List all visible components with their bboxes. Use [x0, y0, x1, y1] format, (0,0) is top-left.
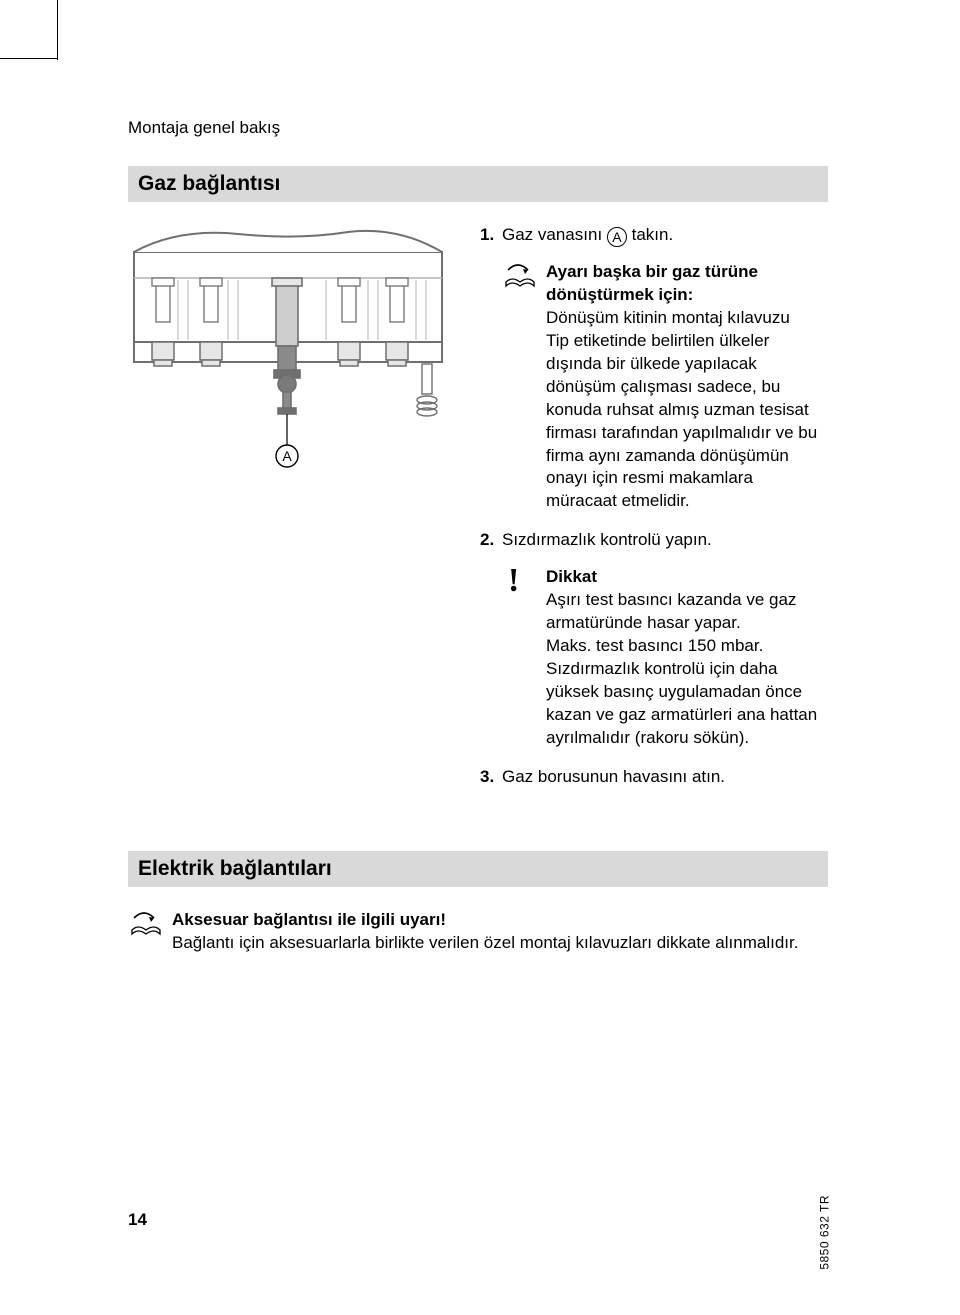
step-1-number: 1. [480, 224, 494, 247]
step-3-number: 3. [480, 766, 494, 789]
book-arrow-icon [502, 262, 538, 295]
step-3-text: Gaz borusunun havasını atın. [502, 767, 725, 786]
section-heading-gas: Gaz bağlantısı [128, 166, 828, 202]
two-column-layout: A 1. Gaz vanasını A takın. [128, 224, 828, 803]
document-code: 5850 632 TR [818, 1195, 832, 1270]
step-2-text: Sızdırmazlık kontrolü yapın. [502, 530, 712, 549]
reference-heading: Ayarı başka bir gaz türüne dönüştürmek i… [546, 261, 828, 307]
reference-note-gas-type: Ayarı başka bir gaz türüne dönüştürmek i… [502, 261, 828, 513]
crop-mark-horizontal [0, 58, 58, 59]
chapter-title: Montaja genel bakış [128, 118, 828, 138]
step-2: 2. Sızdırmazlık kontrolü yapın. [480, 529, 828, 552]
warning-icon: ! [508, 564, 519, 598]
step-1-prefix: Gaz vanasını [502, 225, 607, 244]
reference-note-accessory: Aksesuar bağlantısı ile ilgili uyarı! Ba… [128, 909, 828, 955]
gas-valve-figure: A [128, 224, 448, 484]
caution-block: ! Dikkat Aşırı test basıncı kazanda ve g… [502, 566, 828, 750]
figure-column: A [128, 224, 448, 803]
step-1-suffix: takın. [627, 225, 673, 244]
reference-body: Dönüşüm kitinin montaj kılavuzu Tip etik… [546, 307, 828, 513]
electrical-section: Elektrik bağlantıları Aksesuar bağlantıs… [128, 851, 828, 955]
accessory-body: Bağlantı için aksesuarlarla birlikte ver… [172, 932, 828, 955]
content-area: Montaja genel bakış Gaz bağlantısı [128, 118, 828, 955]
figure-callout-A: A [282, 448, 292, 464]
caution-body: Aşırı test basıncı kazanda ve gaz armatü… [546, 589, 828, 750]
book-arrow-icon [128, 910, 164, 943]
crop-mark-vertical [57, 0, 58, 60]
step-3: 3. Gaz borusunun havasını atın. [480, 766, 828, 789]
callout-letter-A: A [607, 227, 627, 247]
page-number: 14 [128, 1210, 147, 1230]
text-column: 1. Gaz vanasını A takın. Ayarı başka bir… [480, 224, 828, 803]
accessory-heading: Aksesuar bağlantısı ile ilgili uyarı! [172, 909, 828, 932]
step-1: 1. Gaz vanasını A takın. [480, 224, 828, 247]
page: Montaja genel bakış Gaz bağlantısı [0, 0, 960, 1315]
step-2-number: 2. [480, 529, 494, 552]
caution-heading: Dikkat [546, 566, 828, 589]
section-heading-electrical: Elektrik bağlantıları [128, 851, 828, 887]
